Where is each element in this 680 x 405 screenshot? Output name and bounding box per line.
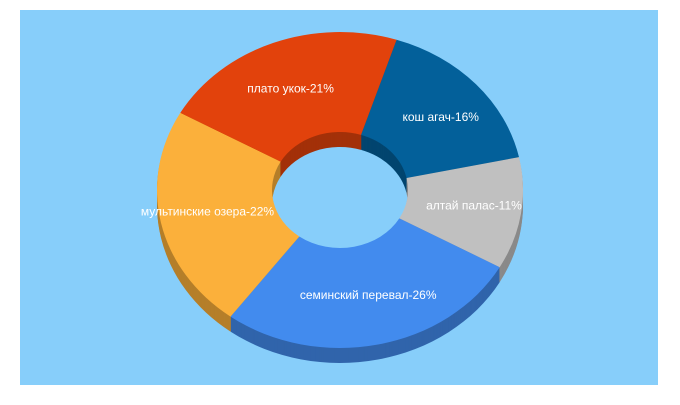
slice-label: мультинские озера-22%: [141, 205, 274, 219]
slice-label: плато укок-21%: [247, 82, 334, 96]
slice: [230, 218, 500, 348]
slice: [399, 157, 523, 268]
slice: [180, 32, 397, 162]
slice-label: семинский перевал-26%: [300, 288, 437, 302]
slice: [361, 39, 520, 178]
slice-label: кош агач-16%: [402, 110, 479, 124]
slice: [156, 112, 300, 317]
slice-label: алтай палас-11%: [426, 198, 522, 212]
